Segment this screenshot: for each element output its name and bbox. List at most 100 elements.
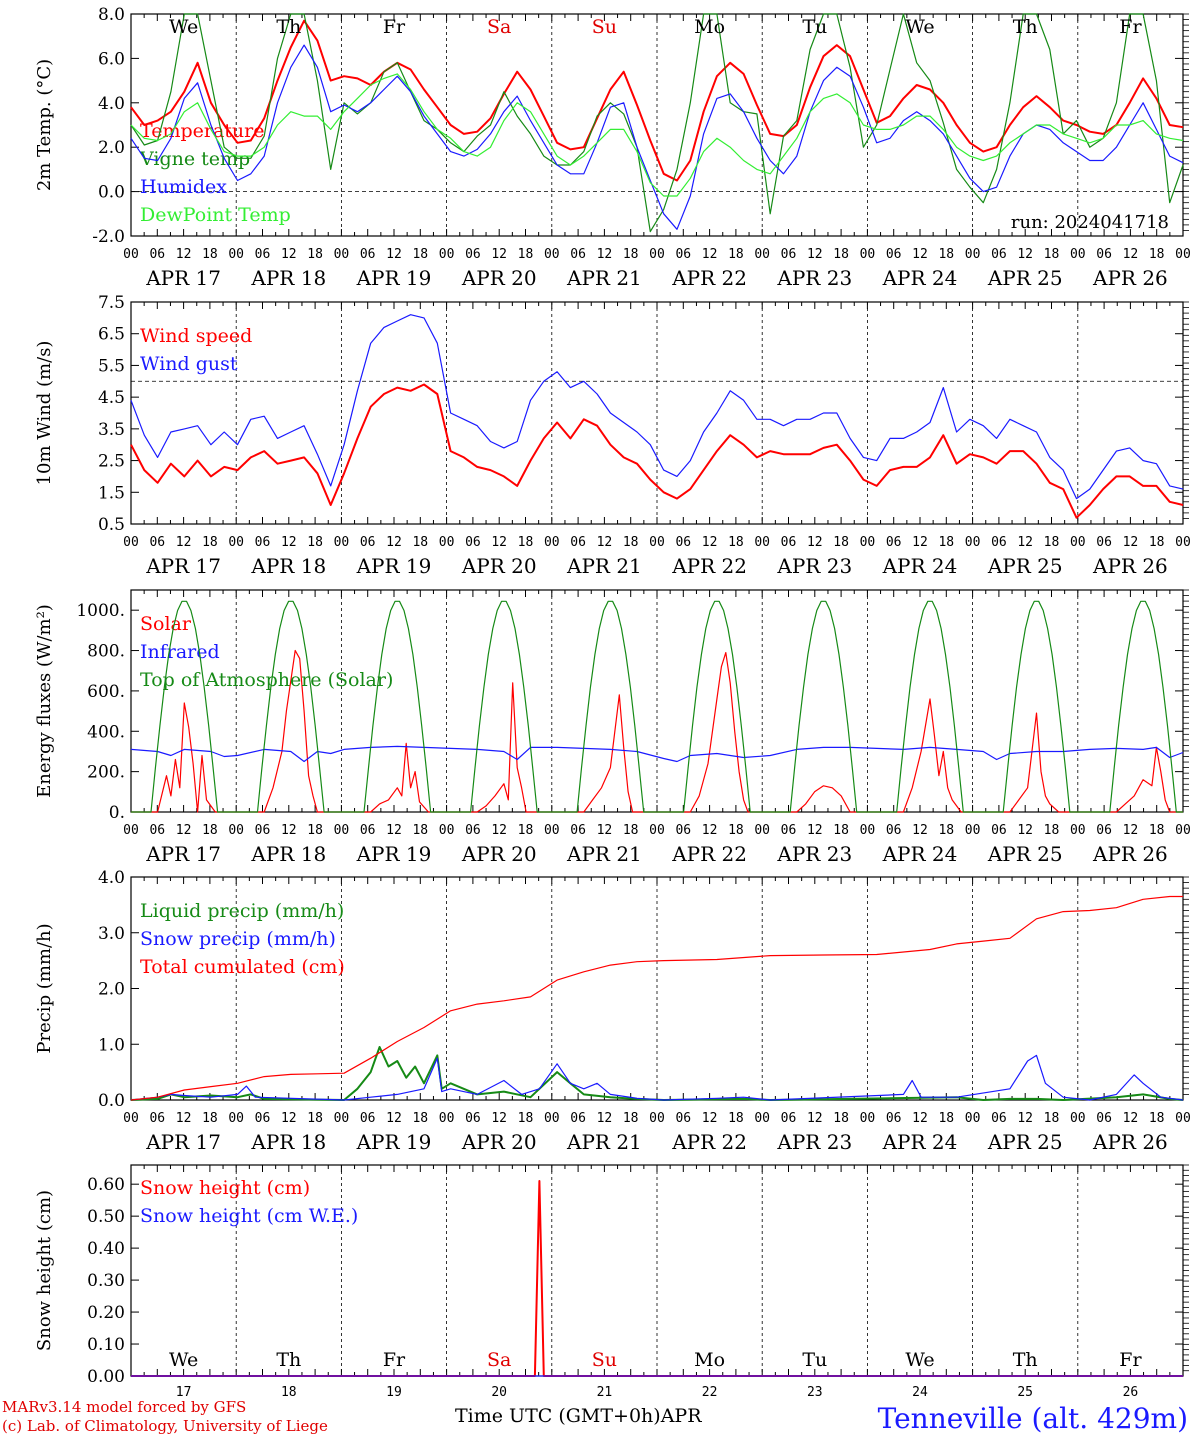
hour-tick-label: 06 [781, 535, 797, 550]
hour-tick-label: 00 [1070, 1111, 1086, 1126]
weekday-label: Fr [383, 16, 406, 38]
y-tick-label: 3.0 [98, 924, 125, 944]
hour-tick-label: 06 [675, 247, 691, 262]
weekday-label: Sa [487, 16, 511, 38]
day-label: APR 18 [250, 1130, 326, 1154]
day-label: APR 22 [671, 554, 747, 578]
y-axis-label: 2m Temp. (°C) [34, 59, 55, 191]
hour-tick-label: 06 [781, 247, 797, 262]
credits: MARv3.14 model forced by GFS (c) Lab. of… [2, 1398, 328, 1436]
hour-tick-label: 18 [833, 1111, 849, 1126]
y-tick-label: 0.0 [98, 1091, 125, 1111]
hour-tick-label: 18 [1044, 823, 1060, 838]
hour-tick-label: 06 [675, 535, 691, 550]
y-tick-label: 0.60 [87, 1175, 125, 1195]
hour-tick-label: 18 [623, 823, 639, 838]
hour-tick-label: 12 [491, 247, 507, 262]
weekday-label: Th [1013, 16, 1038, 38]
hour-tick-label: 00 [544, 247, 560, 262]
y-tick-label: 0.0 [98, 183, 125, 203]
weekday-label: We [905, 16, 934, 38]
day-label: APR 18 [250, 266, 326, 290]
hour-tick-label: 06 [991, 535, 1007, 550]
hour-tick-label: 18 [728, 247, 744, 262]
hour-tick-label: 06 [781, 1111, 797, 1126]
hour-tick-label: 06 [360, 823, 376, 838]
y-axis-label: Energy fluxes (W/m²) [34, 604, 55, 798]
y-tick-label: 2.0 [98, 138, 125, 158]
day-label: APR 23 [776, 842, 852, 866]
hour-tick-label: 06 [360, 535, 376, 550]
hour-tick-label: 12 [1017, 535, 1033, 550]
y-tick-label: 4.5 [98, 388, 125, 408]
hour-tick-label: 06 [570, 535, 586, 550]
hour-tick-label: 00 [544, 823, 560, 838]
y-tick-label: 800. [87, 642, 125, 662]
y-tick-label: 5.5 [98, 356, 125, 376]
hour-tick-label: 06 [465, 247, 481, 262]
hour-tick-label: 00 [123, 823, 139, 838]
hour-tick-label: 12 [1123, 535, 1139, 550]
y-axis-label: Precip (mm/h) [34, 923, 55, 1053]
series-line-wind-speed [130, 383, 1184, 519]
hour-tick-label: 06 [465, 535, 481, 550]
day-label: APR 18 [250, 842, 326, 866]
y-tick-label: 7.5 [98, 293, 125, 313]
hour-tick-label: 12 [386, 823, 402, 838]
day-number: 19 [386, 1385, 402, 1400]
day-label: APR 23 [776, 1130, 852, 1154]
hour-tick-label: 06 [255, 535, 271, 550]
hour-tick-label: 18 [728, 535, 744, 550]
hour-tick-label: 12 [176, 535, 192, 550]
hour-tick-label: 06 [149, 247, 165, 262]
hour-tick-label: 18 [938, 535, 954, 550]
hour-tick-label: 06 [465, 1111, 481, 1126]
hour-tick-label: 06 [991, 823, 1007, 838]
hour-tick-label: 18 [412, 247, 428, 262]
legend-entry: Liquid precip (mm/h) [140, 900, 344, 922]
day-label: APR 26 [1092, 554, 1168, 578]
hour-tick-label: 00 [965, 1111, 981, 1126]
hour-tick-label: 00 [123, 247, 139, 262]
hour-tick-label: 12 [281, 823, 297, 838]
series-line-wind-gust [130, 314, 1184, 500]
hour-tick-label: 18 [1044, 1111, 1060, 1126]
hour-tick-label: 06 [991, 247, 1007, 262]
y-axis-label: Snow height (cm) [34, 1190, 55, 1351]
hour-tick-label: 12 [702, 823, 718, 838]
weekday-label: Mo [694, 1349, 725, 1371]
day-label: APR 19 [356, 554, 432, 578]
y-tick-label: 2.0 [98, 980, 125, 1000]
y-tick-label: 0.40 [87, 1239, 125, 1259]
day-label: APR 22 [671, 266, 747, 290]
hour-tick-label: 06 [1096, 247, 1112, 262]
day-label: APR 19 [356, 842, 432, 866]
legend-entry: Vigne temp [139, 148, 250, 170]
hour-tick-label: 18 [202, 823, 218, 838]
day-label: APR 24 [882, 554, 958, 578]
hour-tick-label: 06 [1096, 1111, 1112, 1126]
hour-tick-label: 12 [807, 823, 823, 838]
hour-tick-label: 12 [702, 247, 718, 262]
hour-tick-label: 06 [1096, 823, 1112, 838]
hour-tick-label: 00 [123, 1111, 139, 1126]
day-label: APR 17 [145, 266, 221, 290]
y-tick-label: 3.5 [98, 420, 125, 440]
y-tick-label: 0.10 [87, 1335, 125, 1355]
day-number: 17 [176, 1385, 192, 1400]
hour-tick-label: 18 [518, 535, 534, 550]
hour-tick-label: 00 [334, 247, 350, 262]
weekday-label: Su [592, 16, 617, 38]
legend-entry: Snow height (cm W.E.) [140, 1205, 358, 1227]
y-tick-label: 1.5 [98, 483, 125, 503]
day-label: APR 26 [1092, 842, 1168, 866]
hour-tick-label: 00 [228, 1111, 244, 1126]
credit-line-1: MARv3.14 model forced by GFS [2, 1398, 247, 1416]
day-label: APR 24 [882, 1130, 958, 1154]
hour-tick-label: 12 [491, 823, 507, 838]
run-annotation: run: 2024041718 [1011, 212, 1169, 233]
hour-tick-label: 00 [439, 823, 455, 838]
y-tick-label: 0.20 [87, 1303, 125, 1323]
day-label: APR 25 [987, 1130, 1063, 1154]
hour-tick-label: 12 [702, 1111, 718, 1126]
